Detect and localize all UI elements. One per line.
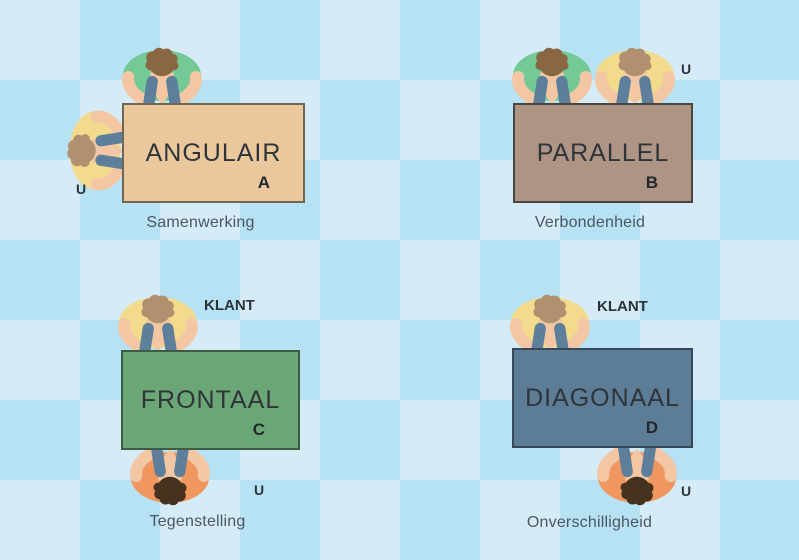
person-hair bbox=[145, 47, 179, 77]
u-label: U bbox=[254, 482, 265, 498]
person-top-view-icon bbox=[67, 110, 133, 191]
u-label: U bbox=[76, 181, 87, 197]
quadrant-angulair: ANGULAIR A U Samenwerking bbox=[0, 0, 400, 270]
parallel-letter-badge: B bbox=[645, 173, 658, 192]
person-top-view-icon bbox=[595, 47, 675, 113]
person-top-view-icon bbox=[512, 47, 592, 113]
person-top-view-icon bbox=[122, 47, 202, 113]
quadrant-frontaal: FRONTAAL C KLANT U Tegenstelling bbox=[0, 270, 400, 560]
person-hair bbox=[153, 476, 187, 506]
angulair-table: ANGULAIR A bbox=[122, 103, 305, 203]
frontaal-caption: Tegenstelling bbox=[149, 513, 246, 530]
parallel-caption: Verbondenheid bbox=[534, 214, 646, 231]
klant-label: KLANT bbox=[204, 297, 255, 314]
person-hair bbox=[535, 47, 569, 77]
person-top-view-icon bbox=[510, 294, 590, 360]
klant-label: KLANT bbox=[597, 298, 648, 315]
person-hair bbox=[67, 134, 96, 167]
frontaal-title: FRONTAAL bbox=[140, 385, 281, 414]
quadrant-parallel: PARALLEL B U Verbondenheid bbox=[400, 0, 799, 270]
frontaal-table: FRONTAAL C bbox=[121, 350, 300, 450]
parallel-table: PARALLEL B bbox=[513, 103, 693, 203]
parallel-title: PARALLEL bbox=[536, 138, 670, 167]
diagonaal-letter-badge: D bbox=[645, 418, 658, 437]
u-label: U bbox=[681, 61, 692, 77]
angulair-title: ANGULAIR bbox=[145, 138, 282, 167]
angulair-letter-badge: A bbox=[257, 173, 270, 192]
quadrant-diagonaal: DIAGONAAL D KLANT U Onverschilligheid bbox=[400, 270, 799, 560]
person-hair bbox=[533, 294, 567, 324]
diagonaal-table: DIAGONAAL D bbox=[512, 348, 693, 448]
u-label: U bbox=[681, 483, 692, 499]
person-hair bbox=[620, 476, 654, 506]
person-hair bbox=[618, 47, 652, 77]
diagonaal-caption: Onverschilligheid bbox=[526, 514, 653, 531]
angulair-caption: Samenwerking bbox=[146, 214, 255, 231]
person-hair bbox=[141, 294, 175, 324]
frontaal-letter-badge: C bbox=[252, 420, 265, 439]
diagonaal-title: DIAGONAAL bbox=[525, 383, 680, 412]
person-top-view-icon bbox=[130, 440, 210, 506]
person-top-view-icon bbox=[118, 294, 198, 360]
person-top-view-icon bbox=[597, 440, 677, 506]
